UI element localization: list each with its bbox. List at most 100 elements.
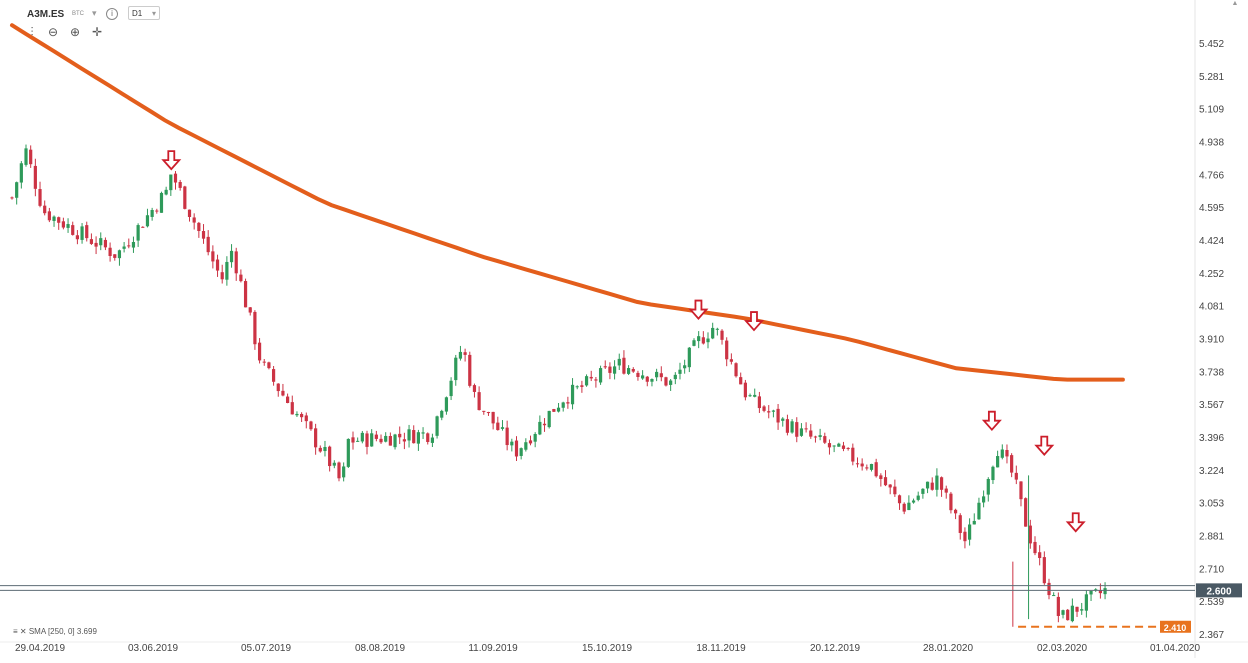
interval-select[interactable]: D1 ▾ (128, 6, 160, 20)
candle-body (627, 368, 631, 374)
support-price-tag-label: 2.410 (1164, 623, 1187, 633)
candle-body (444, 397, 449, 412)
candle-body (127, 245, 131, 247)
candle-body (650, 379, 654, 382)
info-icon[interactable]: i (106, 8, 118, 20)
candle-body (407, 429, 411, 441)
candle-body (734, 363, 738, 377)
candle-body (234, 251, 238, 274)
candle-body (243, 281, 248, 308)
down-arrow-icon (743, 311, 764, 332)
candle-body (897, 495, 902, 504)
close-icon[interactable]: ✕ (19, 627, 27, 636)
candle-body (342, 466, 346, 478)
down-arrow-icon (688, 299, 709, 320)
candle-body (776, 408, 780, 423)
candle-body (729, 359, 733, 362)
candle-body (598, 368, 603, 383)
down-arrow-icon (161, 150, 182, 171)
candle-body (1075, 606, 1079, 612)
candle-body (318, 447, 322, 452)
candle-body (201, 231, 206, 239)
candle-body (85, 225, 89, 239)
candle-body (131, 242, 136, 248)
candle-body (384, 435, 388, 442)
crosshair-move-icon[interactable]: ✛ (91, 25, 103, 39)
candle-body (482, 410, 486, 412)
chevron-down-icon[interactable]: ▾ (92, 8, 97, 18)
candle-body (164, 189, 168, 195)
candle-body (944, 488, 948, 493)
x-tick-label: 20.12.2019 (810, 643, 860, 654)
candle-body (883, 477, 888, 486)
y-tick-label: 4.252 (1199, 269, 1224, 280)
candle-body (622, 357, 626, 374)
candle-body (229, 250, 234, 263)
candle-body (683, 365, 687, 369)
candle-body (645, 376, 649, 382)
candle-body (332, 462, 336, 466)
sma-legend[interactable]: ≡ ✕ SMA [250, 0] 3.699 (13, 627, 97, 636)
candle-body (809, 430, 813, 437)
zoom-out-icon[interactable]: ⊖ (47, 25, 59, 39)
candle-body (430, 437, 435, 443)
candle-body (477, 392, 481, 411)
candle-body (15, 182, 19, 198)
candle-body (206, 236, 210, 253)
candle-body (314, 428, 318, 448)
candle-body (178, 181, 182, 188)
candle-body (416, 432, 420, 444)
candle-body (94, 242, 98, 247)
candle-body (1042, 557, 1046, 584)
candle-body (725, 340, 729, 360)
candle-body (739, 377, 743, 385)
candle-body (412, 430, 416, 444)
x-tick-label: 02.03.2020 (1037, 643, 1087, 654)
candle-body (958, 515, 962, 533)
candle-body (1098, 590, 1102, 594)
candle-body (426, 433, 430, 442)
candle-body (38, 189, 42, 206)
candle-body (1084, 594, 1088, 611)
candle-body (145, 215, 150, 227)
candle-body (24, 148, 28, 165)
candle-body (435, 416, 439, 436)
candle-body (697, 336, 701, 342)
candle-body (556, 407, 561, 412)
candle-body (804, 428, 808, 430)
candlestick-type-icon[interactable]: ⫶ (30, 25, 34, 39)
candle-body (141, 226, 145, 228)
symbol-label[interactable]: A3M.ES (27, 9, 65, 20)
candle-body (542, 423, 547, 426)
candle-body (631, 368, 635, 372)
candle-body (669, 380, 673, 385)
candle-body (715, 328, 719, 330)
candle-body (771, 410, 776, 412)
zoom-in-icon[interactable]: ⊕ (69, 25, 81, 39)
candle-body (575, 386, 579, 388)
y-tick-label: 3.053 (1199, 499, 1224, 510)
candle-body (173, 173, 178, 183)
candle-body (379, 438, 383, 443)
candle-body (248, 307, 252, 313)
candle-body (19, 163, 23, 183)
candle-body (155, 210, 159, 212)
candle-body (346, 438, 350, 467)
candle-body (827, 443, 832, 448)
candle-body (603, 366, 607, 368)
collapse-icon[interactable]: ▲ (1231, 0, 1239, 7)
candle-body (570, 384, 575, 405)
x-tick-label: 01.04.2020 (1150, 643, 1200, 654)
candle-body (1052, 595, 1056, 597)
candle-body (935, 475, 939, 490)
candle-body (10, 197, 14, 199)
candle-body (257, 342, 262, 361)
candle-body (454, 357, 458, 381)
current-price-tag-label: 2.600 (1206, 586, 1231, 597)
candle-body (781, 418, 785, 421)
candle-body (608, 366, 612, 373)
candle-body (813, 436, 818, 438)
candle-body (309, 421, 313, 430)
